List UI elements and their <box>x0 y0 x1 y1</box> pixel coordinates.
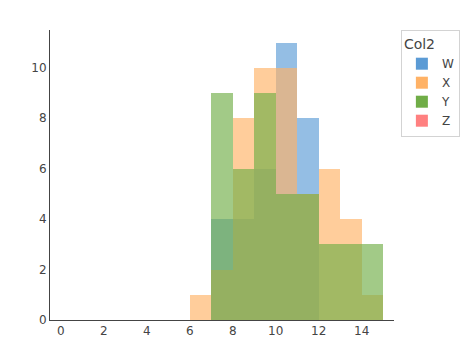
svg-text:10: 10 <box>268 324 283 338</box>
svg-text:4: 4 <box>143 324 151 338</box>
svg-text:6: 6 <box>39 162 47 176</box>
svg-text:Z: Z <box>442 114 450 128</box>
svg-text:10: 10 <box>31 61 46 75</box>
svg-text:12: 12 <box>311 324 326 338</box>
svg-text:6: 6 <box>186 324 194 338</box>
svg-text:2: 2 <box>100 324 108 338</box>
svg-text:Y: Y <box>441 95 450 109</box>
svg-text:14: 14 <box>354 324 369 338</box>
svg-text:Col2: Col2 <box>404 36 435 52</box>
svg-text:X: X <box>442 76 450 90</box>
svg-text:0: 0 <box>39 313 47 327</box>
svg-text:4: 4 <box>39 212 47 226</box>
svg-text:W: W <box>442 57 454 71</box>
svg-text:0: 0 <box>57 324 65 338</box>
svg-text:8: 8 <box>39 111 47 125</box>
svg-text:2: 2 <box>39 263 47 277</box>
svg-text:8: 8 <box>229 324 237 338</box>
